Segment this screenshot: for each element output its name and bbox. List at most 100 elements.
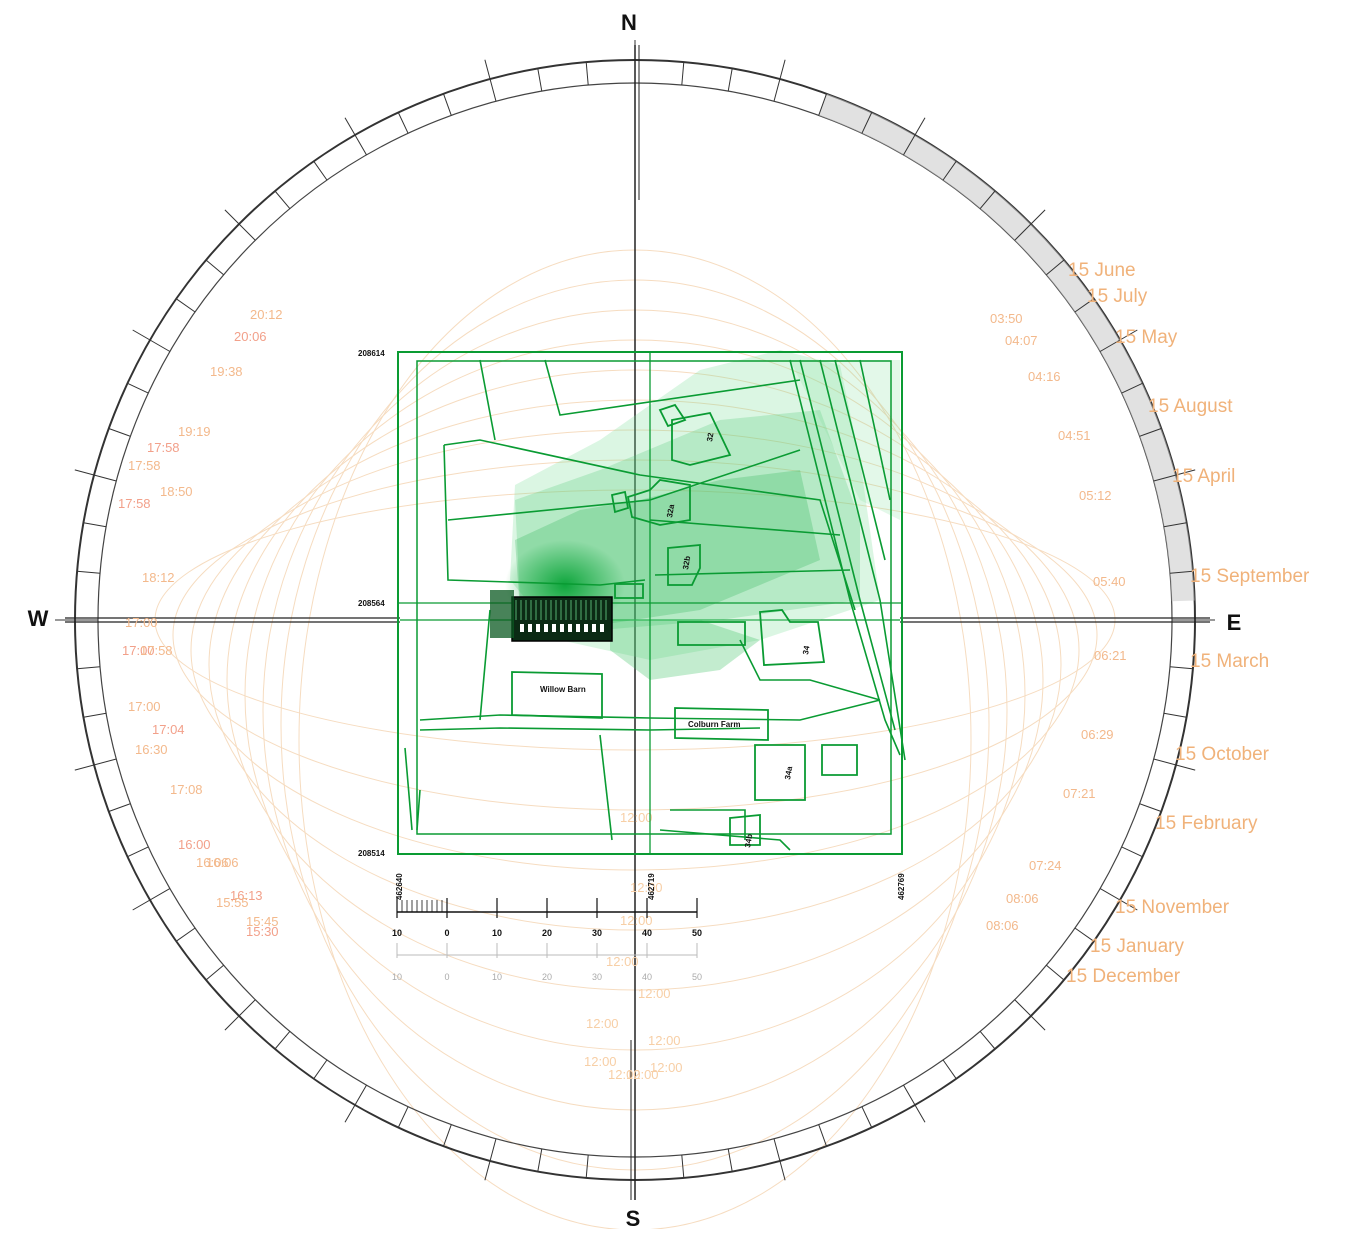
sunrise-time: 08:06 (986, 918, 1019, 933)
building-32a (610, 479, 691, 526)
ring-tick (313, 161, 328, 181)
label-32a: 32a (665, 503, 676, 518)
sunset-time: 19:19 (178, 424, 211, 439)
ring-tick (176, 298, 196, 313)
ring-tick (1153, 469, 1196, 482)
scale-bar: 10 0 10 20 30 40 50 10 0 10 20 30 40 50 (392, 898, 702, 982)
ring-tick (979, 190, 996, 209)
month-label: 15 May (1115, 327, 1178, 348)
ring-tick (344, 117, 367, 156)
window-mark (528, 624, 532, 632)
ring-tick (903, 117, 926, 156)
sunset-time: 16:06 (206, 855, 239, 870)
sunset-time: 17:04 (152, 722, 185, 737)
ring-tick (1046, 964, 1065, 981)
ring-tick (484, 59, 497, 102)
month-label: 15 November (1115, 897, 1230, 918)
month-label: 15 February (1155, 813, 1258, 834)
ring-tick (397, 112, 409, 134)
ring-tick (397, 1106, 409, 1128)
sunset-time: 19:38 (210, 364, 243, 379)
ring-tick (1014, 209, 1046, 241)
ring-tick (1163, 522, 1187, 528)
ring-tick (443, 1124, 452, 1147)
month-label: 15 December (1066, 966, 1181, 987)
scale-bar-label: 20 (542, 928, 552, 938)
parcel-lines (404, 359, 906, 851)
sunset-time: 17:58 (128, 458, 161, 473)
ring-tick (585, 62, 589, 86)
sunrise-time: 07:21 (1063, 786, 1096, 801)
scale-bar-ghost-label: 10 (492, 972, 502, 982)
ring-tick (1139, 428, 1162, 437)
scale-bar-label: 40 (642, 928, 652, 938)
ring-ticks (55, 40, 1215, 1200)
scale-bar-label: 10 (492, 928, 502, 938)
sunrise-time: 04:51 (1058, 428, 1091, 443)
ring-tick (1046, 259, 1065, 276)
scale-bar-label: 0 (444, 928, 449, 938)
noon-time: 12:00 (586, 1016, 619, 1031)
building-34a (754, 744, 858, 801)
buildings (511, 403, 858, 846)
building-colburn-farm (674, 707, 769, 741)
building-annexe (677, 621, 746, 646)
site-frame-inner (416, 360, 892, 835)
ring-tick (274, 190, 291, 209)
ring-tick (74, 758, 117, 771)
ring-tick (108, 803, 131, 812)
label-32b: 32b (681, 555, 692, 570)
ring-tick (861, 112, 873, 134)
sunset-time: 15:45 (246, 914, 279, 929)
window-mark (576, 624, 580, 632)
compass-east-label: E (1227, 610, 1242, 635)
sunset-time: 17:00 (122, 643, 155, 658)
sunset-time: 17:00 (128, 699, 161, 714)
noon-time: 12:00 (620, 810, 653, 825)
shadow-plume (505, 350, 900, 680)
building-32b (667, 544, 701, 586)
label-34b: 34b (743, 833, 754, 848)
ring-tick (818, 93, 827, 116)
sunrise-time: 06:29 (1081, 727, 1114, 742)
scale-bar-label: 30 (592, 928, 602, 938)
month-label: 15 July (1087, 286, 1148, 307)
ring-tick (1121, 846, 1143, 858)
compass-south-label: S (626, 1206, 641, 1229)
window-mark (520, 624, 524, 632)
coord-x-mid: 462719 (647, 873, 656, 900)
sunset-time: 15:30 (246, 924, 279, 939)
sunset-time: 17:58 (140, 643, 173, 658)
ring-tick (344, 1084, 367, 1123)
sunset-time: 16:00 (178, 837, 211, 852)
month-label: 15 January (1090, 936, 1185, 957)
month-labels: 15 June 15 July 15 May 15 August 15 April 15 … (1066, 260, 1310, 987)
label-willow-barn: Willow Barn (540, 685, 586, 694)
building-32 (658, 403, 732, 466)
window-mark (592, 624, 596, 632)
scale-bar-ghost-label: 10 (392, 972, 402, 982)
label-34a: 34a (783, 765, 794, 780)
site-plan: 208614 208564 208514 462640 462719 46276… (358, 349, 906, 900)
sunset-time: 16:13 (230, 888, 263, 903)
sunset-time: 17:58 (118, 496, 151, 511)
ring-tick (818, 1124, 827, 1147)
noon-time: 12:00 (620, 913, 653, 928)
sunrise-time: 04:16 (1028, 369, 1061, 384)
ring-tick (313, 1059, 328, 1079)
label-32: 32 (705, 431, 716, 442)
ring-tick (1099, 888, 1138, 911)
window-mark (584, 624, 588, 632)
compass-axes (65, 45, 1210, 1200)
sunset-time: 15:55 (216, 895, 249, 910)
ring-tick (1074, 298, 1094, 313)
noon-time: 12:00 (606, 954, 639, 969)
ring-tick (1153, 758, 1196, 771)
ring-tick (132, 329, 171, 352)
noon-time: 12:00 (584, 1054, 617, 1069)
ring-tick (1121, 382, 1143, 394)
scale-bar-label: 50 (692, 928, 702, 938)
ring-tick (77, 570, 101, 574)
scale-bar-ghost-label: 50 (692, 972, 702, 982)
